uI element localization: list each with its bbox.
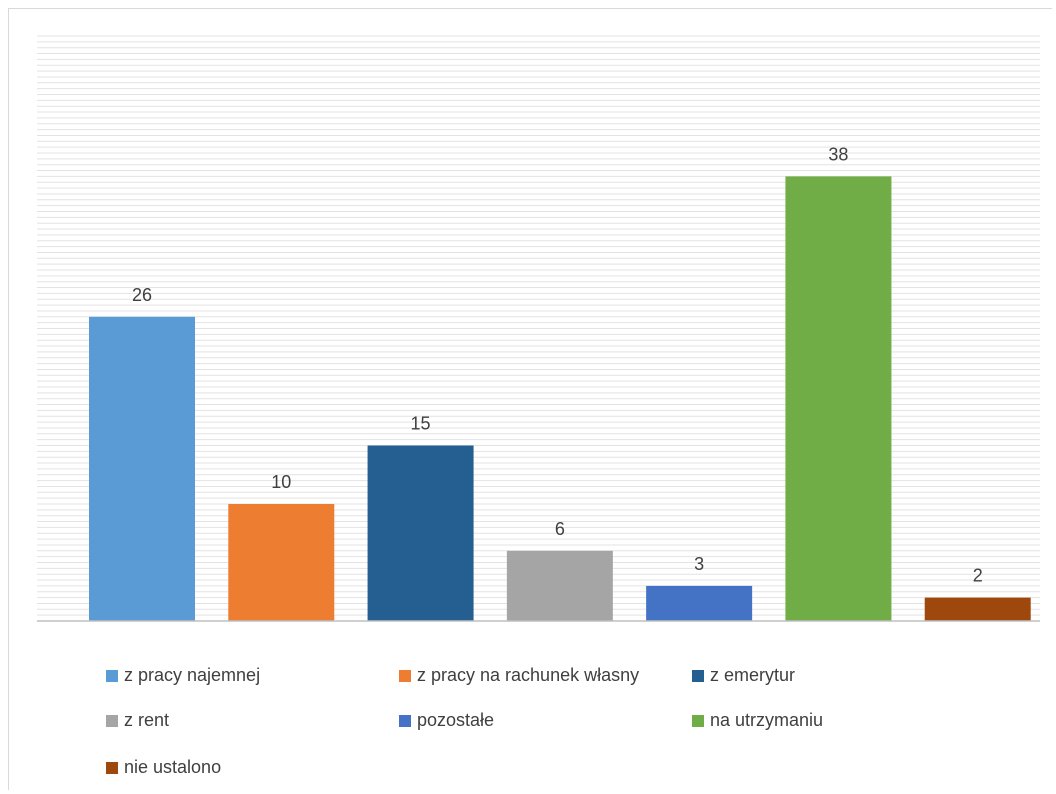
data-labels: 26 10 15 6 3 38 2 [132,144,983,585]
chart-frame [8,8,1052,790]
bars [89,176,1031,621]
data-label: 3 [694,554,704,574]
bar [924,597,1031,621]
data-label: 10 [271,472,291,492]
data-label: 26 [132,285,152,305]
bar [89,316,195,621]
data-label: 2 [973,566,983,586]
data-label: 15 [411,414,431,434]
data-label: 38 [828,144,848,164]
bar [785,176,892,621]
bar [506,550,613,621]
bar [367,445,474,621]
bar [646,585,753,621]
bar [228,504,335,621]
data-label: 6 [555,519,565,539]
